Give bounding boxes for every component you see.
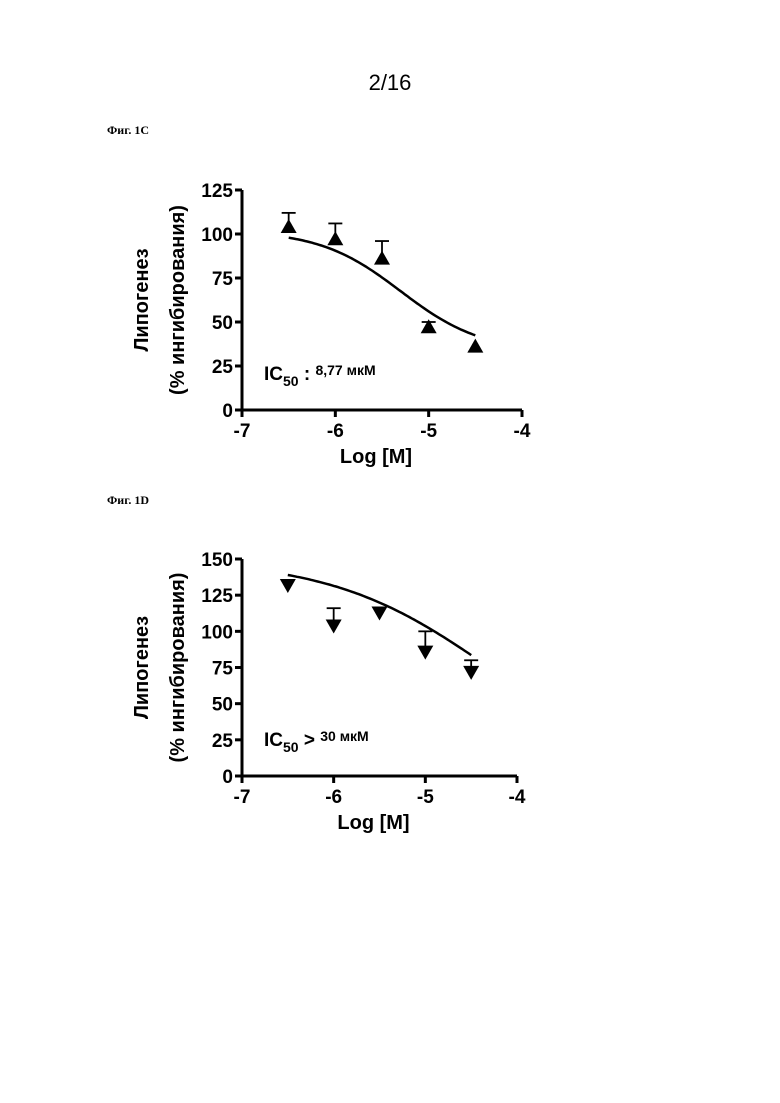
ic50-annotation: IC50 > 30 мкМ	[264, 728, 369, 755]
data-point	[327, 231, 343, 245]
y-tick-label: 75	[212, 659, 234, 680]
y-tick-label: 50	[212, 313, 233, 334]
data-point	[417, 646, 433, 660]
y-tick-label: 125	[201, 586, 233, 607]
figure-label-1d: Фиг. 1D	[107, 493, 149, 508]
y-tick-label: 50	[212, 695, 233, 716]
figure-label-1c: Фиг. 1C	[107, 123, 149, 138]
data-point	[326, 620, 342, 634]
data-point	[280, 579, 296, 593]
chart-1c: 0 25 50 75 100 125 -7 -6 -5 -4 Log [M] Липогенез (% …	[0, 170, 780, 490]
x-axis-title: Log [M]	[340, 446, 412, 468]
y-tick-label: 0	[222, 401, 233, 422]
y-tick-label: 25	[212, 357, 234, 378]
y-axis-title-line2: (% ингибирования)	[167, 573, 189, 763]
x-tick-label: -5	[420, 421, 437, 442]
x-tick-label: -5	[417, 787, 434, 808]
y-tick-label: 25	[212, 731, 234, 752]
y-tick-label: 125	[201, 181, 233, 202]
x-tick-label: -4	[514, 421, 531, 442]
data-point	[463, 666, 479, 680]
data-point	[467, 339, 483, 353]
x-axis-title: Log [M]	[337, 812, 409, 834]
x-tick-label: -6	[327, 421, 344, 442]
y-tick-label: 150	[201, 550, 233, 571]
x-tick-label: -4	[509, 787, 526, 808]
data-point	[281, 219, 297, 233]
chart-1d: 0 25 50 75 100 125 150 -7 -6 -5 -4 Log [M] Липогенез…	[0, 540, 780, 860]
y-tick-label: 75	[212, 269, 234, 290]
x-tick-label: -7	[234, 421, 251, 442]
data-point	[374, 251, 390, 265]
y-tick-label: 0	[222, 767, 233, 788]
ic50-annotation: IC50 : 8,77 мкМ	[264, 362, 376, 389]
y-axis-title-line1: Липогенез	[131, 616, 153, 719]
data-point	[372, 607, 388, 621]
y-tick-label: 100	[201, 622, 233, 643]
y-tick-label: 100	[201, 225, 233, 246]
y-axis-title-line1: Липогенез	[131, 248, 153, 351]
x-tick-label: -6	[325, 787, 342, 808]
page-number: 2/16	[0, 70, 780, 96]
x-tick-label: -7	[234, 787, 251, 808]
y-axis-title-line2: (% ингибирования)	[167, 205, 189, 395]
